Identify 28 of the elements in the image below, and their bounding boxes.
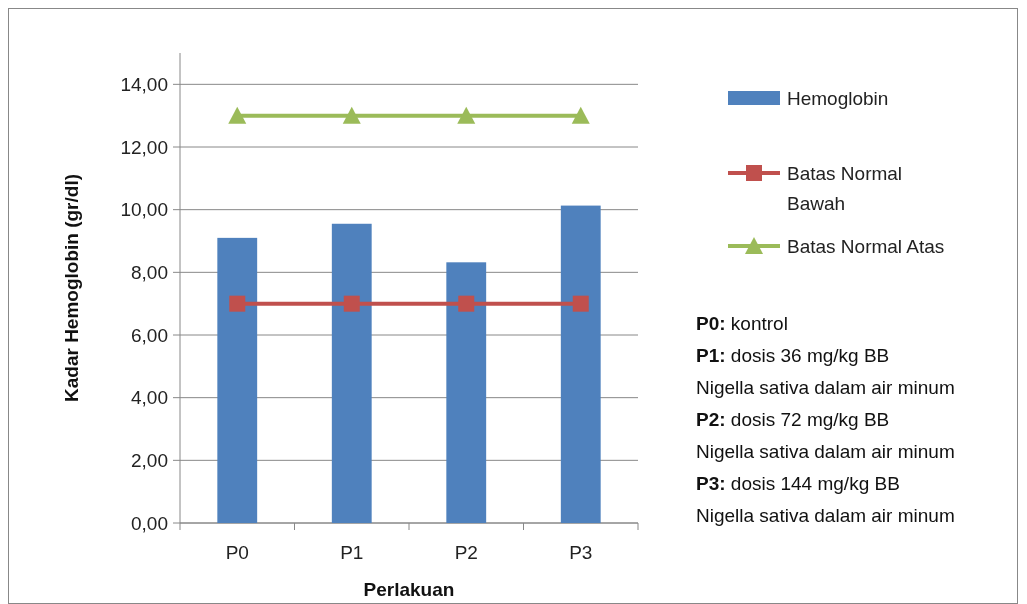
text: P1: dosis 36 mg/kg BB <box>696 345 890 366</box>
y-tick-label: 4,00 <box>131 387 168 409</box>
legend-label: Hemoglobin <box>787 87 889 109</box>
y-tick-label: 14,00 <box>120 73 168 95</box>
y-tick-label: 8,00 <box>131 261 168 283</box>
y-axis-title: Kadar Hemoglobin (gr/dl) <box>61 174 82 402</box>
y-tick-label: 12,00 <box>120 136 168 158</box>
x-tick-label: P1 <box>340 542 364 563</box>
y-tick-label: 6,00 <box>131 324 168 346</box>
x-tick-label: P0 <box>225 542 249 563</box>
text: Nigella sativa dalam air minum <box>696 377 955 398</box>
x-tick-label: P3 <box>569 542 593 563</box>
bar <box>446 262 487 523</box>
y-tick-label: 0,00 <box>131 512 168 534</box>
bar <box>217 237 258 523</box>
y-tick-label: 10,00 <box>120 199 168 221</box>
bar <box>560 205 601 523</box>
bar <box>331 223 372 523</box>
text: Nigella sativa dalam air minum <box>696 441 955 462</box>
text: P3: dosis 144 mg/kg BB <box>696 473 900 494</box>
text: P2: dosis 72 mg/kg BB <box>696 409 890 430</box>
x-tick-label: P2 <box>454 542 478 563</box>
x-axis-title: Perlakuan <box>363 579 455 600</box>
legend-label: Batas Normal Atas <box>787 235 945 257</box>
y-tick-label: 2,00 <box>131 449 168 471</box>
text: P0: kontrol <box>696 313 788 334</box>
text: Nigella sativa dalam air minum <box>696 505 955 526</box>
legend-label: Batas Normal Bawah <box>787 162 903 215</box>
